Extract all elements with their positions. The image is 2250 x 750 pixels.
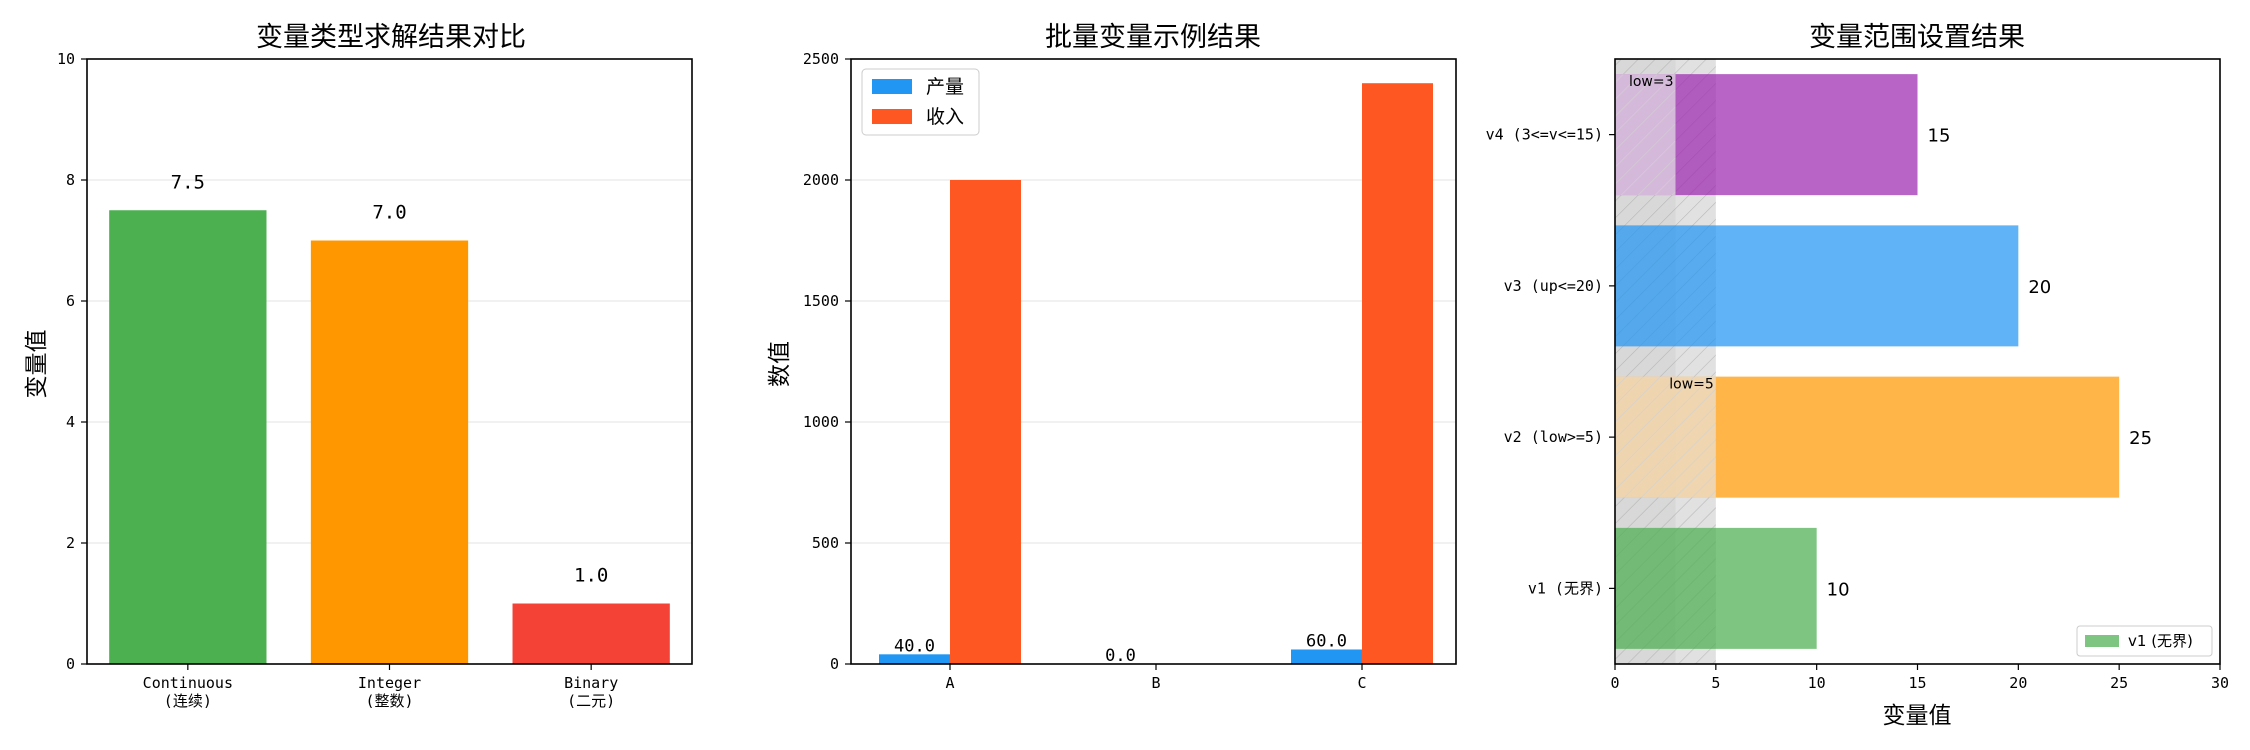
x-tick-label: A [945,674,954,692]
chart1-y-ticks: 0 2 4 6 8 10 [57,50,87,673]
legend-label: 收入 [926,106,964,128]
chart2-title: 批量变量示例结果 [1045,22,1261,53]
x-tick-label: 15 [1908,674,1926,692]
legend-swatch [872,109,912,124]
chart3-legend: v1 (无界) [2076,625,2213,657]
chart1-x-ticks: Continuous (连续) Integer (整数) Binary (二元) [143,664,618,710]
chart1-bars [109,210,670,664]
data-label: 15 [1928,126,1951,147]
chart-variable-ranges: 变量范围设置结果 变量值 10 25 20 15 low=5 low=3 v1 (无界)… [1486,22,2229,729]
bar-2 [1615,225,2019,347]
y-tick-label: 2 [66,534,75,552]
bar-1 [310,240,469,664]
chart1-title: 变量类型求解结果对比 [256,22,526,53]
chart3-bound-labels: low=5 low=3 [1629,74,1714,393]
x-tick-label: 30 [2211,674,2229,692]
data-label: 25 [2129,428,2152,449]
chart1-ylabel: 变量值 [24,330,50,399]
bar-产量-C [1291,649,1362,664]
x-tick-label: Binary (二元) [564,674,618,710]
chart3-y-ticks: v1 (无界) v2 (low>=5) v3 (up<=20) v4 (3<=v<=1… [1486,126,1615,597]
chart1-frame [86,58,693,665]
x-tick-label: B [1151,674,1160,692]
x-tick-label: 0 [1610,674,1619,692]
data-label: 20 [2028,277,2051,298]
chart3-frame [1614,58,2221,665]
bound-label: low=5 [1669,377,1714,393]
data-label: 10 [1827,579,1850,600]
chart2-y-ticks: 0 500 1000 1500 2000 2500 [803,50,851,673]
chart3-x-ticks: 0 5 10 15 20 25 30 [1610,664,2229,692]
bar-收入-A [950,180,1021,664]
x-tick-label: 5 [1711,674,1720,692]
y-tick-label: 500 [812,534,839,552]
x-tick-label: Continuous (连续) [143,674,233,710]
bound-overlay-fade [1615,74,1676,196]
bound-overlay [1615,74,1676,196]
y-tick-label: v3 (up<=20) [1504,277,1603,295]
data-label: 7.5 [171,171,205,193]
chart3-title: 变量范围设置结果 [1809,22,2025,53]
data-label: 40.0 [894,636,935,656]
chart3-xlabel: 变量值 [1883,703,1952,729]
chart2-ylabel: 数值 [767,341,793,387]
y-tick-label: 0 [830,655,839,673]
data-label: 7.0 [372,202,406,224]
x-tick-label: C [1357,674,1366,692]
chart3-bars [1615,74,2120,649]
y-tick-label: 8 [66,171,75,189]
chart1-data-labels: 7.5 7.0 1.0 [171,171,609,586]
x-tick-label: Integer (整数) [358,674,421,710]
y-tick-label: 2000 [803,171,839,189]
bound-overlay-fade [1615,376,1716,498]
legend-swatch [2085,635,2119,647]
legend-box [2076,625,2213,657]
y-tick-label: 6 [66,292,75,310]
chart3-data-labels: 10 25 20 15 [1827,126,2152,601]
data-label: 60.0 [1306,631,1347,651]
bar-0 [109,210,267,664]
x-tick-label: 10 [1808,674,1826,692]
bar-0 [1615,527,1817,649]
x-tick-label: 25 [2110,674,2128,692]
data-label: 0.0 [1105,646,1136,666]
chart2-frame [850,58,1457,665]
chart2-data-labels: 40.0 0.0 60.0 [894,631,1347,666]
y-tick-label: v2 (low>=5) [1504,428,1603,446]
chart2-x-ticks: A B C [945,664,1367,692]
y-tick-label: 2500 [803,50,839,68]
bound-label: low=3 [1629,74,1674,90]
chart-batch-variables: 批量变量示例结果 数值 40.0 0.0 60.0 0 500 1000 1500 2000… [767,22,1457,692]
chart2-bars [879,83,1433,664]
legend-swatch [872,79,912,94]
y-tick-label: 1000 [803,413,839,431]
y-tick-label: v4 (3<=v<=15) [1486,126,1603,144]
y-tick-label: 4 [66,413,75,431]
bound-overlay [1615,376,1716,498]
x-tick-label: 20 [2009,674,2027,692]
legend-label: v1 (无界) [2128,632,2193,650]
y-tick-label: v1 (无界) [1528,579,1603,597]
data-label: 1.0 [574,565,608,587]
bar-收入-C [1362,83,1433,664]
y-tick-label: 0 [66,655,75,673]
bar-产量-A [879,654,950,664]
bar-2 [512,603,670,664]
y-tick-label: 10 [57,50,75,68]
chart-variable-types: 变量类型求解结果对比 变量值 7.5 7.0 1.0 0 2 4 6 8 10 Continu… [24,22,693,710]
legend-label: 产量 [926,76,964,98]
y-tick-label: 1500 [803,292,839,310]
